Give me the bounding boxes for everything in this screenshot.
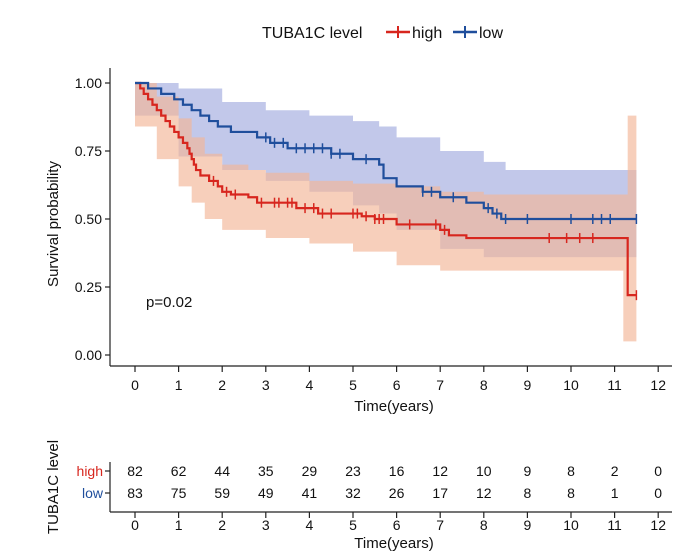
risk-count-high: 62 — [171, 463, 187, 479]
x-axis-label: Time(years) — [354, 398, 433, 415]
risk-x-tick-label: 12 — [650, 517, 666, 533]
risk-count-low: 0 — [654, 485, 662, 501]
risk-count-low: 83 — [127, 485, 143, 501]
risk-count-low: 26 — [389, 485, 405, 501]
y-tick-label: 0.75 — [75, 143, 102, 159]
risk-table-x-label: Time(years) — [354, 535, 433, 552]
x-tick-label: 7 — [436, 377, 444, 393]
risk-x-tick-label: 2 — [218, 517, 226, 533]
x-tick-label: 11 — [607, 377, 622, 393]
p-value-annotation: p=0.02 — [146, 294, 192, 311]
y-tick-label: 0.50 — [75, 211, 102, 227]
survival-line-low — [135, 81, 637, 221]
risk-count-low: 49 — [258, 485, 274, 501]
x-tick-label: 2 — [218, 377, 226, 393]
risk-count-low: 75 — [171, 485, 187, 501]
risk-count-high: 10 — [476, 463, 492, 479]
x-tick-label: 12 — [650, 377, 666, 393]
risk-row-label-low: low — [82, 485, 104, 501]
risk-count-high: 9 — [524, 463, 532, 479]
risk-row-label-high: high — [77, 463, 103, 479]
x-tick-label: 5 — [349, 377, 357, 393]
risk-count-high: 35 — [258, 463, 274, 479]
y-tick-label: 0.00 — [75, 347, 102, 363]
risk-count-high: 0 — [654, 463, 662, 479]
x-axis-ticks: 0 1 2 3 4 5 6 7 8 9 10 11 12 — [131, 366, 666, 393]
risk-count-high: 29 — [302, 463, 318, 479]
censor-marks — [212, 132, 638, 301]
x-tick-label: 6 — [393, 377, 401, 393]
risk-count-high: 8 — [567, 463, 575, 479]
risk-count-low: 32 — [345, 485, 361, 501]
risk-count-high: 23 — [345, 463, 361, 479]
legend-label-high: high — [412, 25, 442, 42]
risk-x-tick-label: 6 — [393, 517, 401, 533]
legend-label-low: low — [479, 25, 503, 42]
risk-count-high: 44 — [214, 463, 230, 479]
risk-x-tick-label: 8 — [480, 517, 488, 533]
ci-band-high — [135, 83, 637, 342]
legend-title: TUBA1C level — [262, 25, 362, 42]
legend-key-low — [453, 26, 477, 38]
risk-count-low: 1 — [611, 485, 619, 501]
y-axis-ticks: 0.00 0.25 0.50 0.75 1.00 — [75, 75, 110, 363]
legend: TUBA1C level high low — [262, 25, 503, 42]
x-tick-label: 1 — [175, 377, 183, 393]
y-tick-label: 1.00 — [75, 75, 102, 91]
legend-key-high — [386, 26, 410, 38]
risk-x-tick-label: 5 — [349, 517, 357, 533]
risk-count-high: 12 — [432, 463, 448, 479]
risk-x-tick-label: 3 — [262, 517, 270, 533]
y-axis-label: Survival probability — [45, 161, 62, 287]
risk-x-tick-label: 10 — [563, 517, 579, 533]
risk-x-tick-label: 9 — [524, 517, 532, 533]
risk-count-low: 17 — [432, 485, 448, 501]
risk-count-high: 82 — [127, 463, 143, 479]
risk-x-tick-label: 7 — [436, 517, 444, 533]
risk-table-y-label: TUBA1C level — [45, 440, 62, 534]
x-tick-label: 0 — [131, 377, 139, 393]
risk-count-low: 59 — [214, 485, 230, 501]
risk-count-low: 41 — [302, 485, 318, 501]
x-tick-label: 9 — [524, 377, 532, 393]
confidence-bands — [135, 83, 637, 342]
risk-count-high: 2 — [611, 463, 619, 479]
y-tick-label: 0.25 — [75, 279, 102, 295]
risk-count-low: 8 — [567, 485, 575, 501]
risk-x-tick-label: 11 — [607, 517, 622, 533]
risk-x-tick-label: 0 — [131, 517, 139, 533]
x-tick-label: 3 — [262, 377, 270, 393]
risk-x-tick-label: 1 — [175, 517, 183, 533]
x-tick-label: 4 — [306, 377, 314, 393]
risk-x-tick-label: 4 — [306, 517, 314, 533]
x-tick-label: 8 — [480, 377, 488, 393]
x-tick-label: 10 — [563, 377, 579, 393]
risk-count-high: 16 — [389, 463, 405, 479]
risk-count-low: 8 — [524, 485, 532, 501]
risk-count-low: 12 — [476, 485, 492, 501]
